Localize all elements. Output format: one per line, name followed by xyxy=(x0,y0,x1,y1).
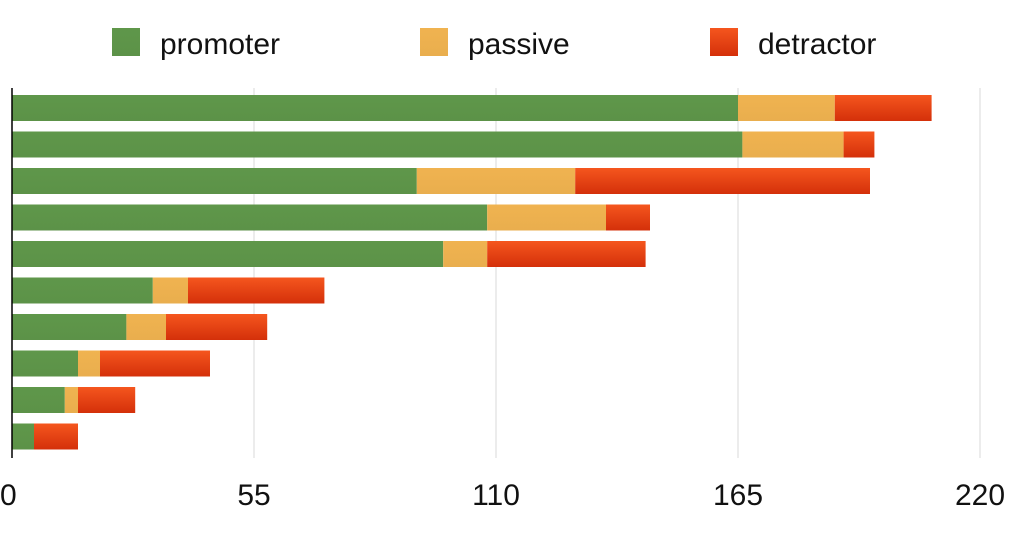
bar-passive-4 xyxy=(487,204,606,231)
legend-label-promoter: promoter xyxy=(160,28,280,61)
bar-detractor-4 xyxy=(606,204,650,231)
x-tick-label-0: 0 xyxy=(0,479,17,512)
bar-detractor-1 xyxy=(834,95,932,121)
bar-promoter-6 xyxy=(12,277,153,304)
bar-detractor-9 xyxy=(78,387,136,413)
legend: promoter passive detractor xyxy=(112,28,876,61)
bar-promoter-3 xyxy=(12,168,417,194)
bar-promoter-8 xyxy=(12,350,78,377)
bar-detractor-10 xyxy=(34,423,78,450)
bar-detractor-3 xyxy=(575,168,870,194)
bar-promoter-2 xyxy=(12,131,743,158)
x-tick-label-220: 220 xyxy=(955,479,1005,512)
bar-promoter-7 xyxy=(12,314,127,340)
legend-swatch-passive xyxy=(420,28,448,56)
bar-detractor-6 xyxy=(188,277,325,304)
bar-detractor-7 xyxy=(166,314,268,340)
bar-detractor-5 xyxy=(487,241,646,267)
bar-passive-1 xyxy=(738,95,835,121)
bar-promoter-1 xyxy=(12,95,738,121)
bar-detractor-2 xyxy=(843,131,875,158)
x-tick-label-55: 55 xyxy=(237,479,270,512)
bar-passive-3 xyxy=(416,168,576,194)
bar-promoter-4 xyxy=(12,204,488,231)
legend-swatch-promoter xyxy=(112,28,140,56)
bar-passive-6 xyxy=(152,277,188,304)
bar-passive-9 xyxy=(64,387,78,413)
legend-swatch-detractor xyxy=(710,28,738,56)
bars xyxy=(12,95,932,450)
bar-promoter-9 xyxy=(12,387,65,413)
bar-passive-8 xyxy=(78,350,100,377)
bar-passive-5 xyxy=(443,241,488,267)
bar-promoter-5 xyxy=(12,241,444,267)
x-tick-label-110: 110 xyxy=(472,479,520,512)
bar-passive-2 xyxy=(742,131,844,158)
bar-detractor-8 xyxy=(100,350,210,377)
x-tick-labels: 0 55 110 165 220 xyxy=(0,479,1005,512)
x-tick-label-165: 165 xyxy=(713,479,763,512)
bar-passive-7 xyxy=(126,314,166,340)
legend-label-passive: passive xyxy=(468,28,570,61)
bar-promoter-10 xyxy=(12,423,34,450)
legend-label-detractor: detractor xyxy=(758,28,876,61)
